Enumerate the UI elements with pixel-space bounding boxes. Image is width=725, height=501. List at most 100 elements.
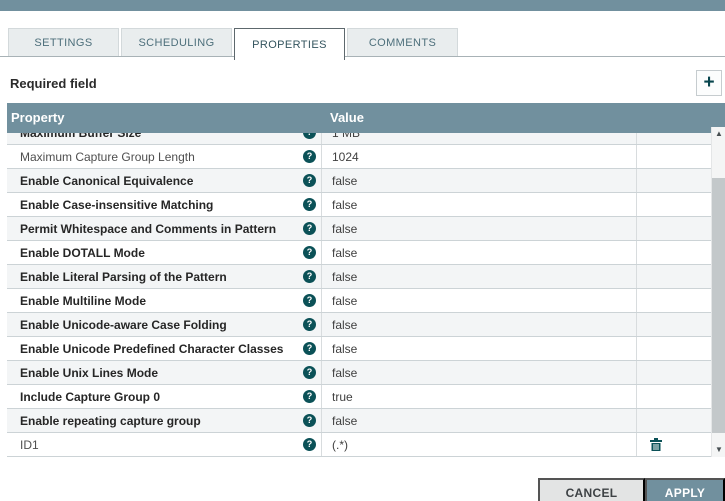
property-row[interactable]: Enable Literal Parsing of the Pattern ? …	[7, 265, 711, 289]
property-name-cell: Include Capture Group 0 ?	[7, 385, 322, 408]
apply-button[interactable]: APPLY	[645, 478, 725, 501]
property-name-cell: Maximum Capture Group Length ?	[7, 145, 322, 168]
property-action-cell	[637, 265, 711, 288]
property-value[interactable]: false	[322, 169, 637, 192]
property-action-cell	[637, 145, 711, 168]
tab-label: SETTINGS	[34, 36, 93, 49]
property-value[interactable]: false	[322, 361, 637, 384]
help-icon[interactable]: ?	[303, 150, 316, 163]
property-name: Enable Literal Parsing of the Pattern	[20, 269, 227, 284]
property-action-cell	[637, 133, 711, 144]
help-icon[interactable]: ?	[303, 414, 316, 427]
cancel-button[interactable]: CANCEL	[538, 478, 645, 501]
property-name-cell: Enable Case-insensitive Matching ?	[7, 193, 322, 216]
scroll-down-arrow-icon[interactable]: ▼	[712, 443, 725, 457]
property-name: Enable Unicode-aware Case Folding	[20, 317, 227, 332]
property-name: Maximum Capture Group Length	[20, 149, 195, 164]
property-name: Enable Unicode Predefined Character Clas…	[20, 341, 284, 356]
required-field-label: Required field	[10, 76, 97, 91]
property-name-cell: Enable Literal Parsing of the Pattern ?	[7, 265, 322, 288]
help-icon[interactable]: ?	[303, 174, 316, 187]
property-value[interactable]: 1024	[322, 145, 637, 168]
property-name-cell: ID1 ?	[7, 433, 322, 456]
tab-settings[interactable]: SETTINGS	[8, 28, 119, 56]
property-action-cell	[637, 169, 711, 192]
property-name-cell: Enable repeating capture group ?	[7, 409, 322, 432]
property-value[interactable]: false	[322, 265, 637, 288]
property-value[interactable]: false	[322, 289, 637, 312]
property-action-cell	[637, 217, 711, 240]
property-value[interactable]: true	[322, 385, 637, 408]
property-row[interactable]: Enable Canonical Equivalence ? false	[7, 169, 711, 193]
property-row[interactable]: Enable Unicode-aware Case Folding ? fals…	[7, 313, 711, 337]
property-value[interactable]: false	[322, 217, 637, 240]
property-value[interactable]: 1 MB	[322, 133, 637, 144]
property-action-cell	[637, 193, 711, 216]
help-icon[interactable]: ?	[303, 222, 316, 235]
property-name-cell: Enable Unix Lines Mode ?	[7, 361, 322, 384]
scrollbar-thumb[interactable]	[712, 178, 725, 433]
property-name-cell: Enable Unicode-aware Case Folding ?	[7, 313, 322, 336]
property-action-cell	[637, 433, 711, 456]
tab-label: COMMENTS	[368, 36, 437, 49]
property-value[interactable]: false	[322, 337, 637, 360]
property-name: Enable Unix Lines Mode	[20, 365, 159, 380]
scroll-up-arrow-icon[interactable]: ▲	[712, 127, 725, 141]
help-icon[interactable]: ?	[303, 198, 316, 211]
property-name-cell: Enable Unicode Predefined Character Clas…	[7, 337, 322, 360]
property-name: Enable Canonical Equivalence	[20, 173, 194, 188]
property-name: Enable Case-insensitive Matching	[20, 197, 214, 212]
property-row[interactable]: Enable Unix Lines Mode ? false	[7, 361, 711, 385]
property-row[interactable]: Maximum Buffer Size ? 1 MB	[7, 133, 711, 145]
property-value[interactable]: (.*)	[322, 433, 637, 456]
help-icon[interactable]: ?	[303, 390, 316, 403]
property-name: Permit Whitespace and Comments in Patter…	[20, 221, 277, 236]
property-name: Enable repeating capture group	[20, 413, 201, 428]
table-scrollbar[interactable]: ▲ ▼	[711, 127, 725, 457]
help-icon[interactable]: ?	[303, 133, 316, 139]
help-icon[interactable]: ?	[303, 318, 316, 331]
property-table: Maximum Buffer Size ? 1 MB Maximum Captu…	[7, 133, 711, 457]
property-row[interactable]: Permit Whitespace and Comments in Patter…	[7, 217, 711, 241]
property-value[interactable]: false	[322, 193, 637, 216]
property-name-cell: Permit Whitespace and Comments in Patter…	[7, 217, 322, 240]
property-table-header: Property Value	[7, 103, 725, 133]
tab-label: SCHEDULING	[138, 36, 215, 49]
property-row[interactable]: Enable DOTALL Mode ? false	[7, 241, 711, 265]
property-table-body: Maximum Buffer Size ? 1 MB Maximum Captu…	[7, 133, 711, 457]
help-icon[interactable]: ?	[303, 246, 316, 259]
tab-properties[interactable]: PROPERTIES	[234, 28, 345, 60]
property-action-cell	[637, 385, 711, 408]
property-row[interactable]: Include Capture Group 0 ? true	[7, 385, 711, 409]
property-row[interactable]: Maximum Capture Group Length ? 1024	[7, 145, 711, 169]
delete-property-icon[interactable]	[650, 438, 662, 451]
help-icon[interactable]: ?	[303, 294, 316, 307]
property-row[interactable]: Enable Unicode Predefined Character Clas…	[7, 337, 711, 361]
property-value[interactable]: false	[322, 409, 637, 432]
tab-bar: SETTINGS SCHEDULING PROPERTIES COMMENTS	[0, 28, 725, 60]
property-name: Enable DOTALL Mode	[20, 245, 145, 260]
property-name-cell: Enable Multiline Mode ?	[7, 289, 322, 312]
property-value[interactable]: false	[322, 313, 637, 336]
tab-scheduling[interactable]: SCHEDULING	[121, 28, 232, 56]
property-action-cell	[637, 289, 711, 312]
property-name: Maximum Buffer Size	[20, 133, 141, 140]
add-property-button[interactable]: +	[696, 70, 722, 96]
plus-icon: +	[703, 71, 715, 93]
tab-label: PROPERTIES	[252, 38, 327, 51]
help-icon[interactable]: ?	[303, 438, 316, 451]
property-action-cell	[637, 409, 711, 432]
property-row[interactable]: Enable repeating capture group ? false	[7, 409, 711, 433]
tab-comments[interactable]: COMMENTS	[347, 28, 458, 56]
dialog-top-accent-bar	[0, 0, 725, 11]
property-value[interactable]: false	[322, 241, 637, 264]
property-row[interactable]: Enable Multiline Mode ? false	[7, 289, 711, 313]
help-icon[interactable]: ?	[303, 270, 316, 283]
property-column-header: Property	[11, 110, 65, 125]
property-row[interactable]: Enable Case-insensitive Matching ? false	[7, 193, 711, 217]
property-name: Enable Multiline Mode	[20, 293, 147, 308]
help-icon[interactable]: ?	[303, 366, 316, 379]
property-action-cell	[637, 361, 711, 384]
help-icon[interactable]: ?	[303, 342, 316, 355]
property-row[interactable]: ID1 ? (.*)	[7, 433, 711, 457]
